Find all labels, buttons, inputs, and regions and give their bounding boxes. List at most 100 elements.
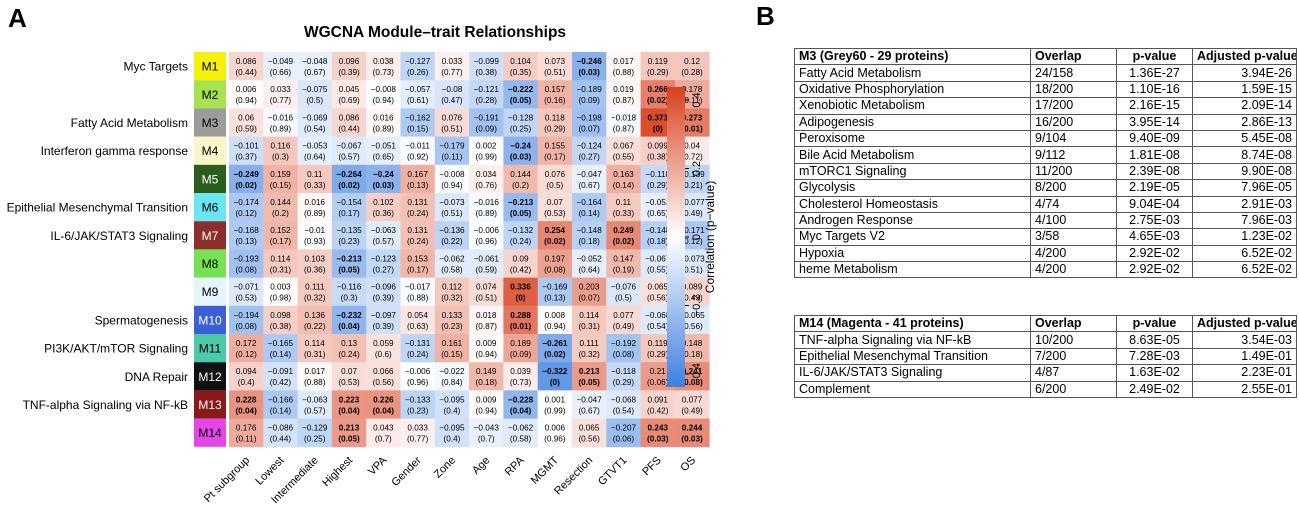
heatmap-cell (606, 390, 641, 419)
pvalue-label: (0.87) (613, 124, 635, 133)
correlation-label: 0.002 (476, 142, 497, 151)
pvalue-label: (0.89) (270, 124, 292, 133)
correlation-label: 0.016 (373, 113, 394, 122)
pvalue-label: (0.49) (681, 209, 703, 218)
pvalue-label: (0.39) (338, 68, 360, 77)
correlation-label: 0.189 (510, 339, 531, 348)
pvalue-label: (0.14) (270, 406, 292, 415)
correlation-label: −0.165 (268, 339, 294, 348)
pvalue-label: (0.22) (304, 322, 326, 331)
table-row: IL-6/JAK/STAT3 Signaling 4/87 1.63E-02 2.23… (794, 364, 1297, 382)
colorbar (667, 87, 685, 387)
pvalue-label: (0.15) (407, 124, 429, 133)
trait-label: OS (678, 454, 698, 474)
heatmap-cell (366, 418, 401, 448)
pvalue-label: (0.15) (270, 181, 292, 190)
heatmap-cell (263, 80, 298, 109)
heatmap-cell (606, 193, 641, 222)
correlation-label: 0.153 (407, 254, 428, 263)
pvalue-label: (0.89) (476, 209, 498, 218)
pvalue-label: (0.66) (270, 68, 292, 77)
correlation-label: −0.121 (474, 85, 500, 94)
correlation-label: 0.119 (648, 339, 668, 348)
correlation-label: 0.254 (545, 226, 566, 235)
heatmap-cell (229, 221, 264, 250)
colorbar-tick-label: 0.2 (691, 161, 703, 176)
trait-label: Pt subgroup (202, 454, 252, 504)
heatmap-cell (572, 193, 607, 222)
pvalue-label: (0.94) (373, 96, 395, 105)
pathway-name: Xenobiotic Metabolism (794, 97, 1031, 115)
correlation-label: −0.124 (577, 142, 603, 151)
correlation-label: −0.068 (611, 395, 637, 404)
correlation-label: −0.073 (439, 198, 465, 207)
module-color-block (194, 277, 226, 306)
correlation-label: −0.322 (542, 367, 568, 376)
adjusted-p-value: 9.90E-08 (1192, 162, 1297, 181)
heatmap-figure: A WGCNA Module–trait Relationships 0.086… (7, 3, 717, 506)
correlation-label: −0.095 (439, 395, 465, 404)
pvalue-label: (0.11) (442, 153, 463, 162)
correlation-label: −0.116 (337, 283, 362, 292)
correlation-label: −0.073 (679, 254, 705, 263)
correlation-label: 0.118 (545, 113, 565, 122)
pvalue-label: (0.92) (407, 153, 429, 162)
correlation-label: −0.062 (508, 424, 534, 433)
correlation-label: −0.08 (442, 85, 463, 94)
correlation-label: 0.178 (682, 85, 703, 94)
colorbar-tick-label: −0.2 (691, 295, 703, 317)
correlation-label: 0.159 (270, 170, 291, 179)
correlation-label: 0.034 (476, 170, 497, 179)
heatmap-cell (229, 249, 264, 278)
pvalue-label: (0.24) (407, 209, 429, 218)
pvalue-label: (0.04) (235, 406, 257, 415)
correlation-label: −0.097 (371, 311, 397, 320)
pathway-name: mTORC1 Signaling (794, 162, 1031, 181)
table-title: M14 (Magenta - 41 proteins) (794, 314, 1031, 333)
pvalue-label: (0.18) (476, 378, 498, 387)
correlation-label: 0.006 (236, 85, 257, 94)
pvalue-label: (0.7) (478, 435, 495, 444)
p-value: 1.81E-08 (1116, 146, 1193, 164)
trait-label: MGMT (529, 454, 561, 486)
pathway-label: Fatty Acid Metabolism (71, 116, 188, 130)
correlation-label: 0.016 (305, 198, 326, 207)
pvalue-label: (0.96) (476, 237, 498, 246)
heatmap-cell (229, 108, 264, 137)
heatmap-cell (469, 136, 504, 166)
heatmap-cell (229, 334, 264, 363)
p-value: 7.28E-03 (1116, 347, 1193, 366)
pathway-name: Oxidative Phosphorylation (794, 80, 1031, 99)
correlation-label: −0.132 (508, 226, 534, 235)
adjusted-p-value: 1.59E-15 (1192, 80, 1297, 99)
correlation-label: 0.054 (407, 311, 428, 320)
overlap-value: 7/200 (1030, 347, 1117, 366)
overlap-value: 3/58 (1030, 228, 1117, 246)
pvalue-label: (0.99) (544, 406, 566, 415)
correlation-label: −0.118 (611, 367, 636, 376)
pvalue-label: (0.69) (338, 96, 360, 105)
correlation-label: −0.091 (268, 367, 294, 376)
heatmap-cell (297, 221, 333, 250)
pvalue-label: (0.12) (235, 209, 257, 218)
module-color-block (194, 334, 226, 363)
heatmap-cell (331, 362, 367, 391)
pvalue-label: (0.03) (681, 378, 703, 387)
heatmap-cell (263, 136, 298, 166)
heatmap-cell (297, 193, 333, 222)
correlation-label: 0.098 (270, 311, 291, 320)
heatmap-cell (400, 390, 436, 419)
panel-label-a: A (8, 3, 27, 33)
pvalue-label: (0.02) (338, 181, 360, 190)
overlap-value: 4/200 (1030, 244, 1117, 263)
pvalue-label: (0.32) (441, 294, 463, 303)
pvalue-label: (0.33) (304, 181, 326, 190)
p-value: 2.75E-03 (1116, 211, 1193, 230)
pvalue-label: (0.25) (304, 435, 326, 444)
heatmap-cell (503, 193, 539, 222)
correlation-label: −0.077 (679, 198, 705, 207)
pathway-label: TNF-alpha Signaling via NF-kB (23, 398, 188, 412)
adjusted-p-value: 2.86E-13 (1192, 113, 1297, 131)
overlap-value: 4/74 (1030, 195, 1117, 213)
correlation-label: 0.148 (682, 339, 703, 348)
